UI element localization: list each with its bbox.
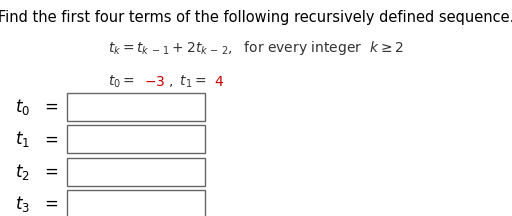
- Text: $-3$: $-3$: [144, 75, 166, 89]
- Text: Find the first four terms of the following recursively defined sequence.: Find the first four terms of the followi…: [0, 10, 512, 25]
- Text: =: =: [44, 98, 58, 116]
- Bar: [67, 93, 205, 121]
- Text: $t_3$: $t_3$: [15, 194, 30, 214]
- Text: =: =: [44, 130, 58, 148]
- Bar: [67, 158, 205, 186]
- Text: $t_k = t_{k\,-\,1} + 2t_{k\,-\,2},$  for every integer  $k \geq 2$: $t_k = t_{k\,-\,1} + 2t_{k\,-\,2},$ for …: [108, 38, 403, 57]
- Text: $4$: $4$: [214, 75, 224, 89]
- Text: =: =: [44, 195, 58, 213]
- Bar: [67, 125, 205, 153]
- Bar: [67, 190, 205, 216]
- Text: $,\ t_1 = $: $,\ t_1 = $: [168, 74, 206, 90]
- Text: =: =: [44, 163, 58, 181]
- Text: $t_0$: $t_0$: [15, 97, 31, 117]
- Text: $t_0 = $: $t_0 = $: [108, 74, 134, 90]
- Text: $t_2$: $t_2$: [15, 162, 30, 182]
- Text: $t_1$: $t_1$: [15, 129, 30, 149]
